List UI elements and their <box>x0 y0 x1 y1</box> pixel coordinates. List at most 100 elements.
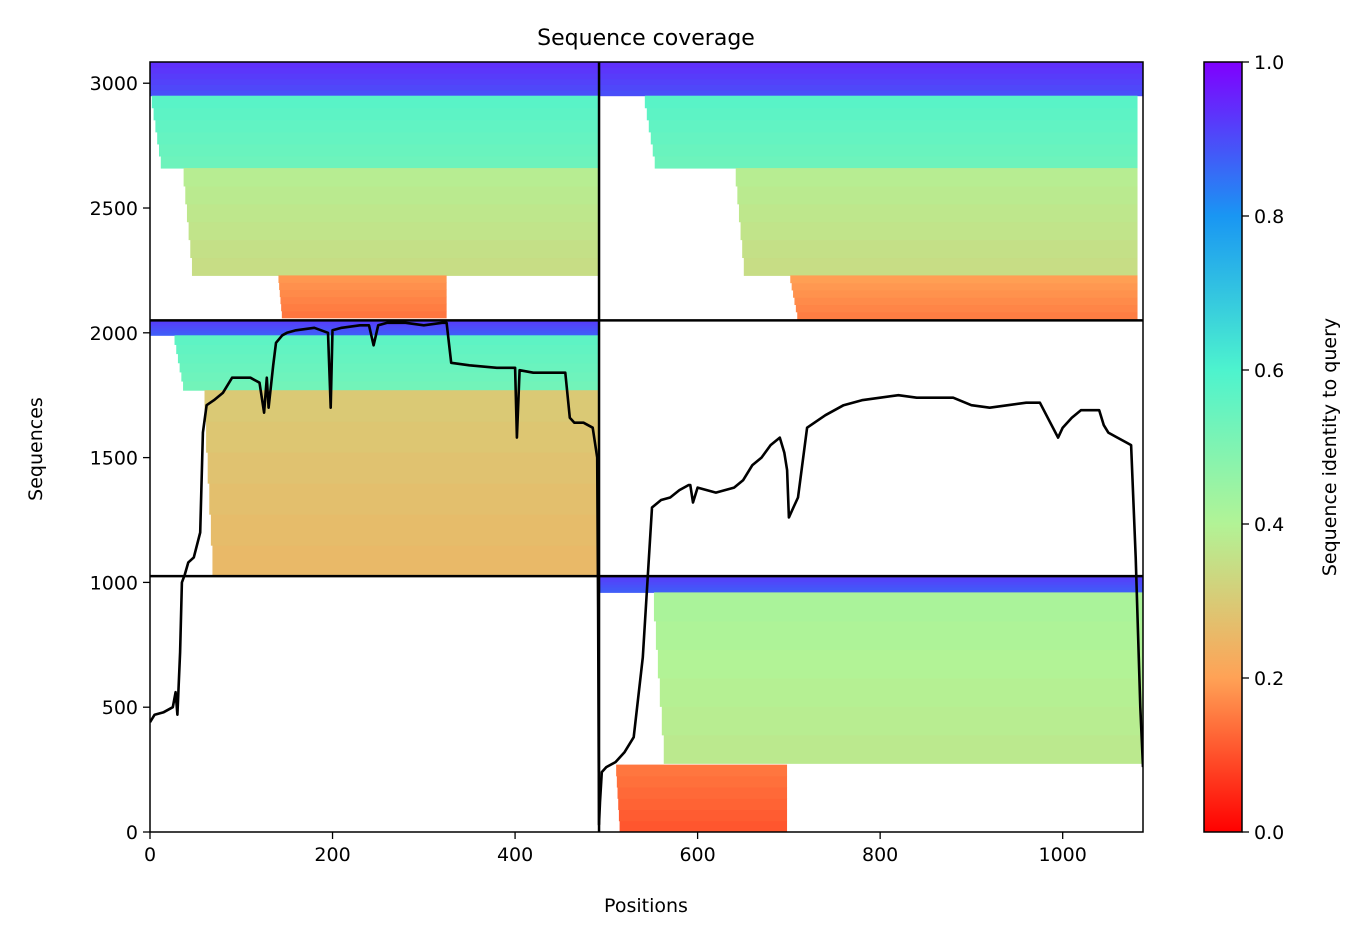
colorbar-tick-label: 0.8 <box>1254 206 1284 228</box>
msa-band-strip <box>599 78 1143 85</box>
msa-band-strip <box>150 73 600 80</box>
msa-band-strip <box>652 143 1138 157</box>
msa-band-strip <box>150 84 600 91</box>
msa-band-strip <box>150 62 600 69</box>
plot-area <box>149 61 1144 833</box>
msa-band-strip <box>150 78 600 85</box>
x-tick-label: 1000 <box>1039 844 1087 866</box>
msa-blocks <box>150 62 1143 832</box>
coverage-line <box>150 321 1143 826</box>
msa-band-strip <box>659 677 1143 707</box>
msa-band-strip <box>183 381 600 391</box>
msa-band-strip <box>663 734 1143 764</box>
msa-band-strip <box>599 62 1143 69</box>
msa-band-strip <box>644 95 1138 109</box>
y-axis-label: Sequences <box>25 397 47 501</box>
colorbar-ticks: 0.0 0.2 0.4 0.6 0.8 1.0 <box>1242 52 1284 844</box>
msa-band-strip <box>183 168 600 187</box>
msa-band-strip <box>191 257 600 276</box>
msa-band-strip <box>619 820 788 832</box>
msa-band-strip <box>179 362 600 373</box>
msa-band-strip <box>654 156 1138 169</box>
msa-band-strip <box>599 578 1143 583</box>
msa-band-strip <box>791 282 1138 291</box>
msa-band-strip <box>790 275 1138 284</box>
colorbar-tick-label: 0.4 <box>1254 514 1284 536</box>
msa-band-strip <box>616 764 788 777</box>
msa-band-strip <box>150 320 600 324</box>
block-middle-left <box>150 320 600 577</box>
colorbar-tick-label: 0.0 <box>1254 822 1284 844</box>
msa-band-strip <box>151 95 600 109</box>
msa-band-strip <box>740 221 1138 241</box>
block-bottom-right <box>599 576 1143 832</box>
msa-band-strip <box>655 620 1143 650</box>
msa-band-strip <box>599 584 1143 588</box>
msa-band-strip <box>188 221 600 241</box>
x-axis: 0 200 400 600 800 1000 <box>144 832 1087 866</box>
colorbar-label: Sequence identity to query <box>1319 318 1341 576</box>
msa-band-strip <box>207 452 600 484</box>
msa-band-strip <box>599 73 1143 80</box>
msa-band-strip <box>648 119 1138 133</box>
y-tick-label: 3000 <box>90 73 138 95</box>
msa-band-strip <box>153 107 600 121</box>
msa-band-strip <box>206 421 600 453</box>
x-tick-label: 800 <box>862 844 898 866</box>
msa-band-strip <box>661 706 1143 736</box>
msa-band-strip <box>158 143 600 157</box>
msa-band-strip <box>617 787 788 799</box>
msa-band-strip <box>599 90 1143 97</box>
msa-band-strip <box>599 581 1143 585</box>
msa-band-strip <box>646 107 1138 121</box>
x-axis-label: Positions <box>604 895 688 917</box>
y-tick-label: 1500 <box>90 448 138 470</box>
msa-band-strip <box>599 576 1143 580</box>
msa-band-strip <box>190 239 600 259</box>
msa-band-strip <box>738 203 1138 223</box>
msa-band-strip <box>599 586 1143 591</box>
msa-band-strip <box>185 185 600 205</box>
x-tick-label: 400 <box>497 844 533 866</box>
msa-band-strip <box>278 275 447 283</box>
msa-band-strip <box>150 322 600 326</box>
msa-band-strip <box>797 311 1138 320</box>
x-tick-label: 200 <box>314 844 350 866</box>
msa-band-strip <box>650 131 1138 145</box>
y-tick-label: 500 <box>102 697 138 719</box>
msa-band-strip <box>599 589 1143 593</box>
msa-band-strip <box>618 809 788 822</box>
msa-band-strip <box>743 257 1138 276</box>
plot-frame <box>149 61 1144 833</box>
msa-band-strip <box>618 798 788 811</box>
y-tick-label: 2500 <box>90 198 138 220</box>
msa-band-strip <box>737 185 1138 205</box>
msa-band-strip <box>157 131 600 145</box>
chart-title: Sequence coverage <box>537 26 755 51</box>
coverage-line-group <box>150 321 1143 826</box>
x-tick-label: 0 <box>144 844 156 866</box>
msa-band-strip <box>150 90 600 97</box>
msa-band-strip <box>793 289 1138 298</box>
block-top-right <box>599 62 1143 320</box>
msa-band-strip <box>281 310 447 319</box>
msa-band-strip <box>742 239 1138 259</box>
colorbar-tick-label: 0.6 <box>1254 360 1284 382</box>
y-tick-label: 1000 <box>90 572 138 594</box>
msa-band-strip <box>155 119 600 133</box>
msa-band-strip <box>150 325 600 329</box>
msa-band-strip <box>176 344 600 355</box>
msa-band-strip <box>599 67 1143 74</box>
msa-band-strip <box>174 335 600 345</box>
colorbar-tick-label: 0.2 <box>1254 668 1284 690</box>
msa-band-strip <box>735 168 1138 187</box>
x-tick-label: 600 <box>679 844 715 866</box>
msa-band-strip <box>281 303 447 312</box>
msa-band-strip <box>209 483 600 515</box>
msa-band-strip <box>653 592 1143 622</box>
msa-band-strip <box>150 327 600 331</box>
y-tick-label: 2000 <box>90 323 138 345</box>
msa-band-strip <box>657 649 1143 679</box>
y-tick-label: 0 <box>126 822 138 844</box>
msa-band-strip <box>794 297 1138 306</box>
